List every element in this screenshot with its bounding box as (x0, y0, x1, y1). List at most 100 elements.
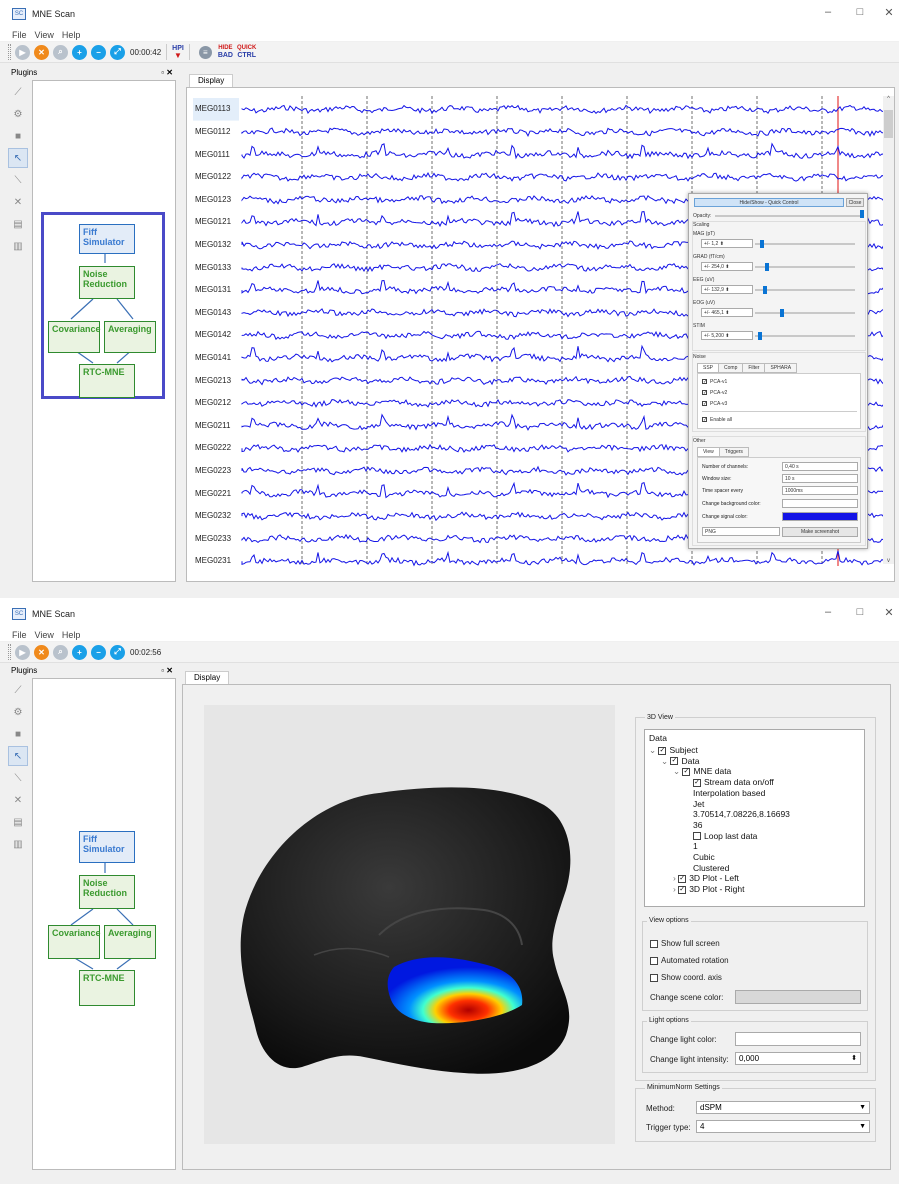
quick-control-toggle[interactable]: Hide/Show - Quick Control (694, 198, 844, 207)
tree-item[interactable]: Interpolation based (693, 788, 765, 798)
scale-spinbox[interactable]: +/- 5,200 ⬍ (701, 331, 753, 340)
io-tool-icon[interactable]: ■ (14, 728, 22, 740)
checkbox-icon[interactable]: ✓ (670, 757, 679, 766)
send-back-icon[interactable]: ▥ (13, 838, 23, 850)
channel-label[interactable]: MEG0232 (195, 511, 232, 521)
node-averaging[interactable]: Averaging (104, 321, 156, 353)
method-select[interactable]: dSPM ▼ (696, 1101, 870, 1114)
dock-close-icon[interactable]: ▫ ✕ (161, 665, 173, 675)
tree-item[interactable]: Cubic (693, 852, 715, 862)
stop-button[interactable]: ✕ (34, 44, 49, 60)
scale-spinbox[interactable]: +/- 254,0 ⬍ (701, 262, 753, 271)
bg-color-button[interactable] (782, 499, 858, 508)
menu-view[interactable]: View (34, 629, 54, 640)
tree-item[interactable]: ✓ Stream data on/off (693, 777, 774, 787)
close-icon[interactable]: ✕ (884, 7, 894, 19)
make-screenshot-button[interactable]: Make screenshot (782, 527, 858, 537)
node-rtc-mne[interactable]: RTC-MNE (79, 364, 135, 398)
scale-slider[interactable] (755, 243, 855, 245)
channel-label[interactable]: MEG0212 (195, 398, 232, 408)
tree-item[interactable]: Loop last data (693, 831, 757, 841)
maximize-icon[interactable]: □ (856, 6, 864, 18)
hpi-button[interactable]: HPI ▼ (172, 45, 184, 60)
channel-label[interactable]: MEG0222 (195, 443, 232, 453)
channel-label[interactable]: MEG0111 (195, 149, 230, 159)
spin-arrows-icon[interactable]: ⬍ (851, 1055, 857, 1062)
scroll-thumb[interactable] (884, 110, 893, 138)
checkbox-icon[interactable]: ✓ (678, 885, 687, 894)
scale-spinbox[interactable]: +/- 1,2 ⬍ (701, 239, 753, 248)
channel-label[interactable]: MEG0123 (195, 194, 232, 204)
start-button[interactable]: ▶ (15, 44, 30, 60)
menu-help[interactable]: Help (61, 629, 81, 640)
start-button[interactable]: ▶ (15, 644, 30, 660)
enable-all-checkbox[interactable]: ✓ Enable all (702, 417, 732, 423)
channel-label[interactable]: MEG0112 (195, 126, 231, 136)
bring-front-icon[interactable]: ▤ (13, 218, 23, 230)
scale-spinbox[interactable]: +/- 132,9 ⬍ (701, 285, 753, 294)
opacity-slider[interactable] (715, 215, 863, 217)
scale-slider-handle[interactable] (763, 286, 767, 294)
zoom-out-button[interactable]: − (91, 44, 106, 60)
send-back-icon[interactable]: ▥ (13, 240, 23, 252)
tab-ssp[interactable]: SSP (697, 363, 720, 373)
menu-view[interactable]: View (34, 29, 54, 40)
zoom-out-button[interactable]: − (91, 644, 106, 660)
expand-arrow-icon[interactable]: › (673, 873, 679, 884)
checkbox-icon[interactable]: ✓ (682, 768, 691, 777)
node-averaging[interactable]: Averaging (104, 925, 156, 959)
menu-help[interactable]: Help (61, 29, 81, 40)
tab-display[interactable]: Display (185, 671, 230, 684)
minimize-icon[interactable]: – (824, 606, 832, 618)
tree-item[interactable]: 3.70514,7.08226,8.16693 (693, 809, 790, 819)
channel-label[interactable]: MEG0122 (195, 172, 232, 182)
tree-item[interactable]: Clustered (693, 863, 729, 873)
expand-arrow-icon[interactable]: ⌄ (673, 766, 683, 777)
sensor-tool-icon[interactable]: ⟋ (14, 86, 22, 98)
scale-spinbox[interactable]: +/- 465,1 ⬍ (701, 308, 753, 317)
node-rtc-mne[interactable]: RTC-MNE (79, 970, 135, 1006)
tree-item[interactable]: ⌄ ✓ Data (661, 756, 699, 767)
ssp-item-1[interactable]: ✓ PCA-v1 (702, 379, 727, 385)
channel-select-button[interactable]: ≡ (198, 45, 212, 59)
quick-control-close[interactable]: Close (846, 198, 864, 207)
node-covariance[interactable]: Covariance (48, 321, 101, 353)
menu-file[interactable]: File (12, 629, 27, 640)
channel-label[interactable]: MEG0223 (195, 465, 232, 475)
io-tool-icon[interactable]: ■ (14, 130, 22, 142)
window-size-spin[interactable]: 10 s (782, 474, 858, 483)
node-noise-reduction[interactable]: Noise Reduction (79, 875, 135, 909)
node-fiff-simulator[interactable]: Fiff Simulator (79, 224, 135, 254)
tab-display[interactable]: Display (189, 74, 234, 87)
channel-label[interactable]: MEG0131 (195, 285, 232, 295)
tree-item[interactable]: 1 (693, 841, 698, 851)
data-tree[interactable]: Data ⌄ ✓ Subject ⌄ ✓ Data ⌄ ✓ MNE data ✓ Stream… (644, 729, 865, 907)
channel-label[interactable]: MEG0121 (195, 217, 232, 227)
tab-filter[interactable]: Filter (743, 363, 766, 373)
ssp-item-2[interactable]: ✓ PCA-v2 (702, 390, 727, 396)
scale-slider-handle[interactable] (760, 240, 764, 248)
pointer-tool-icon[interactable]: ↖ (8, 148, 28, 168)
expand-arrow-icon[interactable]: ⌄ (661, 755, 671, 766)
channel-label[interactable]: MEG0221 (195, 488, 232, 498)
scale-slider-handle[interactable] (780, 309, 784, 317)
algorithm-tool-icon[interactable]: ⚙ (13, 706, 23, 718)
close-icon[interactable]: ✕ (884, 607, 894, 619)
node-covariance[interactable]: Covariance (48, 925, 101, 959)
zoom-in-button[interactable]: + (72, 44, 87, 60)
show-coord-axis-checkbox[interactable]: Show coord. axis (650, 973, 722, 982)
tab-sphara[interactable]: SPHARA (765, 363, 798, 373)
scroll-down-icon[interactable]: v (887, 558, 890, 564)
tree-item[interactable]: Jet (693, 799, 704, 809)
tree-item[interactable]: ⌄ ✓ MNE data (673, 766, 731, 777)
channel-label[interactable]: MEG0143 (195, 307, 232, 317)
bring-front-icon[interactable]: ▤ (13, 816, 23, 828)
sensor-tool-icon[interactable]: ⟋ (14, 684, 22, 696)
scale-slider[interactable] (755, 266, 855, 268)
trigger-select[interactable]: 4 ▼ (696, 1120, 870, 1133)
tree-item[interactable]: 36 (693, 820, 702, 830)
opacity-handle[interactable] (860, 210, 864, 218)
zoom-reset-button[interactable]: ⤢ (110, 44, 125, 60)
zoom-in-button[interactable]: + (72, 644, 87, 660)
checkbox-icon[interactable] (693, 832, 701, 841)
